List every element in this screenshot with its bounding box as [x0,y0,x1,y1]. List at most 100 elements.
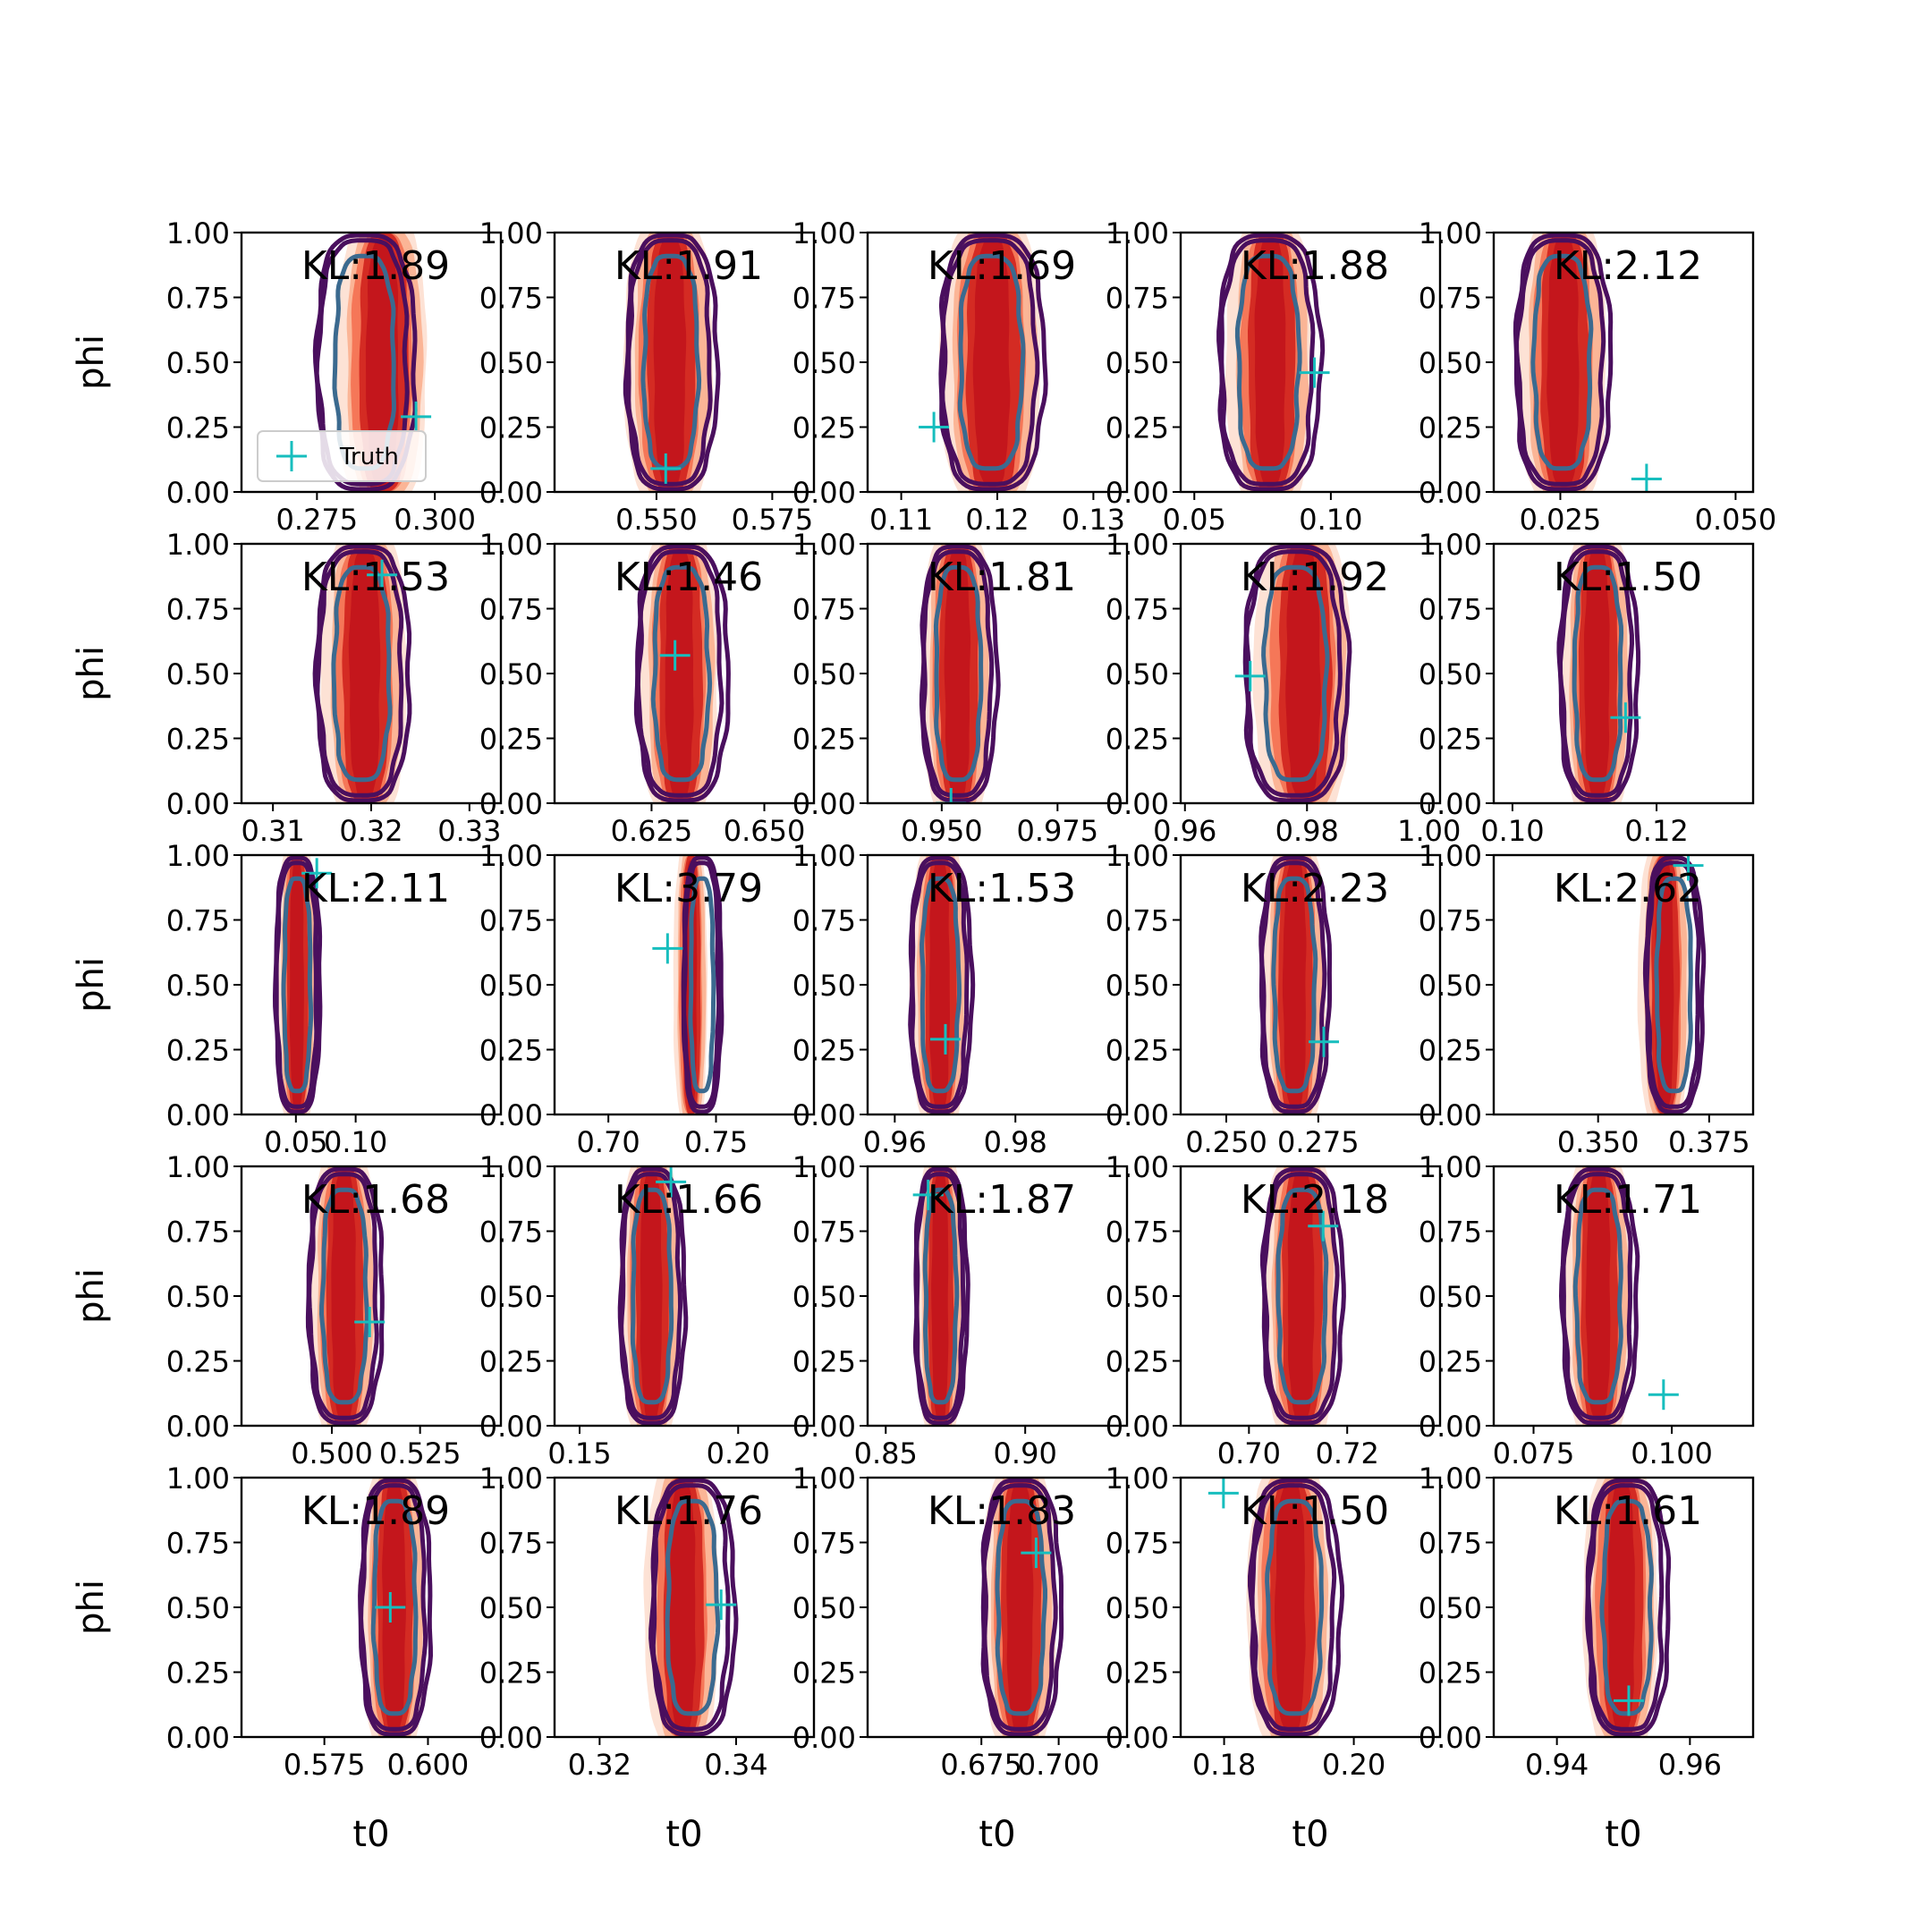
y-tick-label: 0.00 [479,1098,543,1132]
y-tick-label: 1.00 [792,1462,856,1496]
kl-label: KL:1.50 [1554,555,1702,600]
y-tick-label: 0.50 [792,1280,856,1314]
y-tick-label: 0.00 [792,1410,856,1444]
panel-3-4: KL:2.23 0.00 0.25 0.50 0.75 1.00 0.250 0.275 [1106,839,1442,1159]
kl-label: KL:1.66 [614,1177,763,1223]
contour-mid [914,1172,966,1420]
y-tick-label: 0.25 [1419,723,1482,757]
truth-marker [912,1179,944,1210]
kl-label: KL:1.81 [928,555,1076,600]
plot-area [912,1166,970,1426]
x-tick-label: 0.31 [242,814,305,848]
panel-3-5: KL:2.62 0.00 0.25 0.50 0.75 1.00 0.350 0.375 [1419,839,1755,1159]
density-fill-5 [668,1482,696,1733]
plot-area [1513,233,1662,492]
y-tick-label: 0.00 [1419,1098,1482,1132]
contour-mid [1586,1483,1665,1732]
y-tick-label: 0.75 [166,282,230,316]
plot-area [305,1166,386,1426]
kl-label: KL:1.46 [614,555,763,600]
kl-label: KL:2.18 [1241,1177,1389,1223]
y-tick-label: 0.75 [166,904,230,938]
kl-label: KL:1.50 [1241,1488,1389,1534]
y-tick-label: 0.25 [479,723,543,757]
contour-inner [1654,876,1693,1094]
y-axis-label: phi [71,335,112,390]
y-tick-label: 0.75 [792,1527,856,1561]
y-tick-label: 0.00 [166,1410,230,1444]
x-tick-label: 0.70 [1217,1436,1281,1470]
density-fill-5 [289,860,304,1110]
truth-marker [1308,1210,1339,1241]
contour-inner [933,564,984,783]
contour-outer [1558,1166,1640,1426]
truth-marker [301,858,333,889]
plot-area [919,544,1001,803]
contour-mid [940,238,1040,487]
x-tick-label: 0.85 [854,1436,918,1470]
y-tick-label: 0.75 [166,1527,230,1561]
y-tick-label: 0.50 [1106,1591,1169,1625]
panel-2-5: KL:1.50 0.00 0.25 0.50 0.75 1.00 0.10 0.12 [1419,528,1755,848]
contour-inner [1275,1187,1329,1405]
plot-area [1582,1478,1672,1737]
x-axis-label: t0 [665,1814,702,1855]
density-fill-5 [1006,1482,1034,1733]
plot-area [1259,1166,1346,1426]
x-tick-label: 0.600 [387,1748,470,1782]
plot-area [1208,1478,1345,1737]
kl-label: KL:1.61 [1554,1488,1702,1534]
truth-marker [1610,702,1641,733]
kl-label: KL:1.92 [1241,555,1389,600]
y-tick-label: 1.00 [792,528,856,562]
truth-marker [659,640,691,671]
y-tick-label: 0.75 [166,593,230,627]
x-tick-label: 0.10 [324,1125,387,1159]
y-tick-label: 0.50 [166,1280,230,1314]
x-tick-label: 0.275 [1277,1125,1360,1159]
contour-inner [1271,876,1318,1094]
y-tick-label: 0.75 [792,904,856,938]
y-tick-label: 0.50 [1106,969,1169,1003]
contour-mid [274,860,319,1109]
plot-area [652,855,724,1114]
truth-marker [706,1589,737,1621]
truth-marker [375,1592,406,1623]
y-tick-label: 0.50 [792,969,856,1003]
density-fill-5 [331,1171,356,1421]
contour-outer [312,544,412,803]
contour-mid [1259,860,1327,1109]
y-axis-label: phi [71,957,112,1013]
y-tick-label: 0.25 [1106,411,1169,445]
x-tick-label: 0.275 [276,503,359,537]
x-tick-label: 0.700 [1018,1748,1100,1782]
plot-area [623,233,721,492]
contour-mid [315,549,404,798]
y-tick-label: 0.50 [166,1591,230,1625]
plot-area [272,855,333,1114]
contour-mid [910,860,970,1109]
contour-inner [957,253,1026,471]
y-tick-label: 0.50 [479,346,543,380]
y-tick-label: 0.75 [1106,1527,1169,1561]
plot-area [908,855,976,1114]
contour-mid [359,1483,428,1732]
y-tick-label: 0.75 [479,282,543,316]
panel-4-5: KL:1.71 0.00 0.25 0.50 0.75 1.00 0.075 0.100 [1419,1150,1755,1470]
y-tick-label: 0.25 [166,411,230,445]
x-tick-label: 0.100 [1631,1436,1713,1470]
y-tick-label: 0.00 [479,476,543,510]
contour-mid [650,1483,731,1732]
contour-inner [1265,1498,1325,1716]
y-tick-label: 1.00 [166,1150,230,1184]
y-tick-label: 0.75 [792,593,856,627]
y-tick-label: 1.00 [1106,839,1169,873]
contour-inner [1572,1187,1623,1405]
contour-mid [1244,549,1343,798]
y-tick-label: 1.00 [1419,216,1482,250]
y-tick-label: 0.00 [1106,476,1169,510]
contour-inner [995,1498,1047,1716]
y-tick-label: 0.75 [1106,282,1169,316]
kl-label: KL:1.88 [1241,243,1389,289]
